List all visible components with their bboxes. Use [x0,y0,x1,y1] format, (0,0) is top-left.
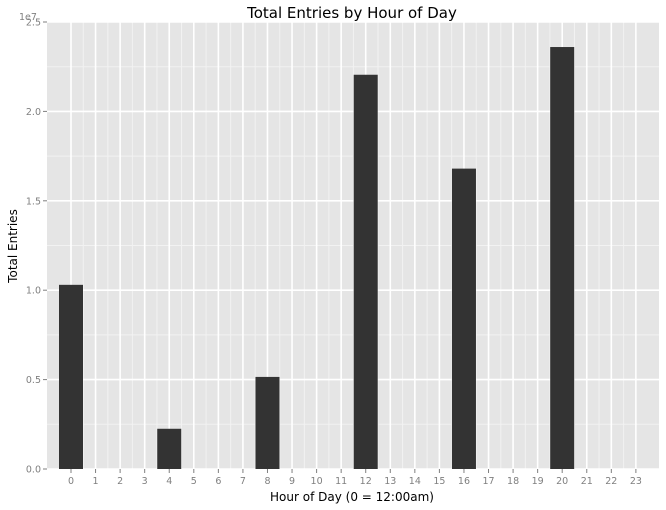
x-tick-label: 15 [433,476,445,487]
x-tick-label: 4 [166,476,172,487]
bar-hour-8 [255,376,280,469]
bars [59,47,575,469]
x-tick-label: 10 [311,476,323,487]
y-tick-label: 0.5 [26,375,41,386]
bar-hour-0 [59,284,83,469]
x-tick-label: 8 [264,476,270,487]
x-tick-label: 19 [532,476,544,487]
x-axis-ticks: 0 1 2 3 4 5 6 7 8 9 10 11 12 13 14 15 16 17 18 19 20 21 22 23 [68,469,642,487]
y-tick-label: 1.0 [26,286,41,297]
y-axis-label: Total Entries [6,209,20,284]
x-tick-label: 7 [240,476,246,487]
x-tick-label: 22 [605,476,617,487]
x-tick-label: 2 [117,476,123,487]
bar-hour-12 [353,74,378,469]
bar-hour-4 [157,428,182,469]
x-tick-label: 16 [458,476,470,487]
x-tick-label: 3 [142,476,148,487]
x-tick-label: 1 [93,476,99,487]
x-tick-label: 0 [68,476,74,487]
x-tick-label: 20 [556,476,568,487]
x-axis-label: Hour of Day (0 = 12:00am) [270,490,434,504]
x-tick-label: 23 [630,476,642,487]
bar-hour-16 [451,168,476,469]
y-tick-label: 0.0 [26,465,41,476]
x-tick-label: 12 [360,476,372,487]
minor-gridlines [47,22,659,469]
chart-title: Total Entries by Hour of Day [246,4,457,22]
x-tick-label: 9 [289,476,295,487]
y-tick-label: 2.5 [26,18,41,29]
x-tick-label: 11 [335,476,347,487]
x-tick-label: 13 [384,476,396,487]
y-tick-label: 1.5 [26,196,41,207]
y-axis-exponent: 1e7 [19,12,37,23]
x-tick-label: 18 [507,476,519,487]
x-tick-label: 6 [215,476,221,487]
x-tick-label: 14 [409,476,421,487]
bar-hour-20 [550,47,575,469]
x-tick-label: 21 [581,476,593,487]
x-tick-label: 5 [191,476,197,487]
y-axis-ticks: 0.0 0.5 1.0 1.5 2.0 2.5 [26,18,47,476]
x-tick-label: 17 [482,476,494,487]
y-tick-label: 2.0 [26,107,41,118]
